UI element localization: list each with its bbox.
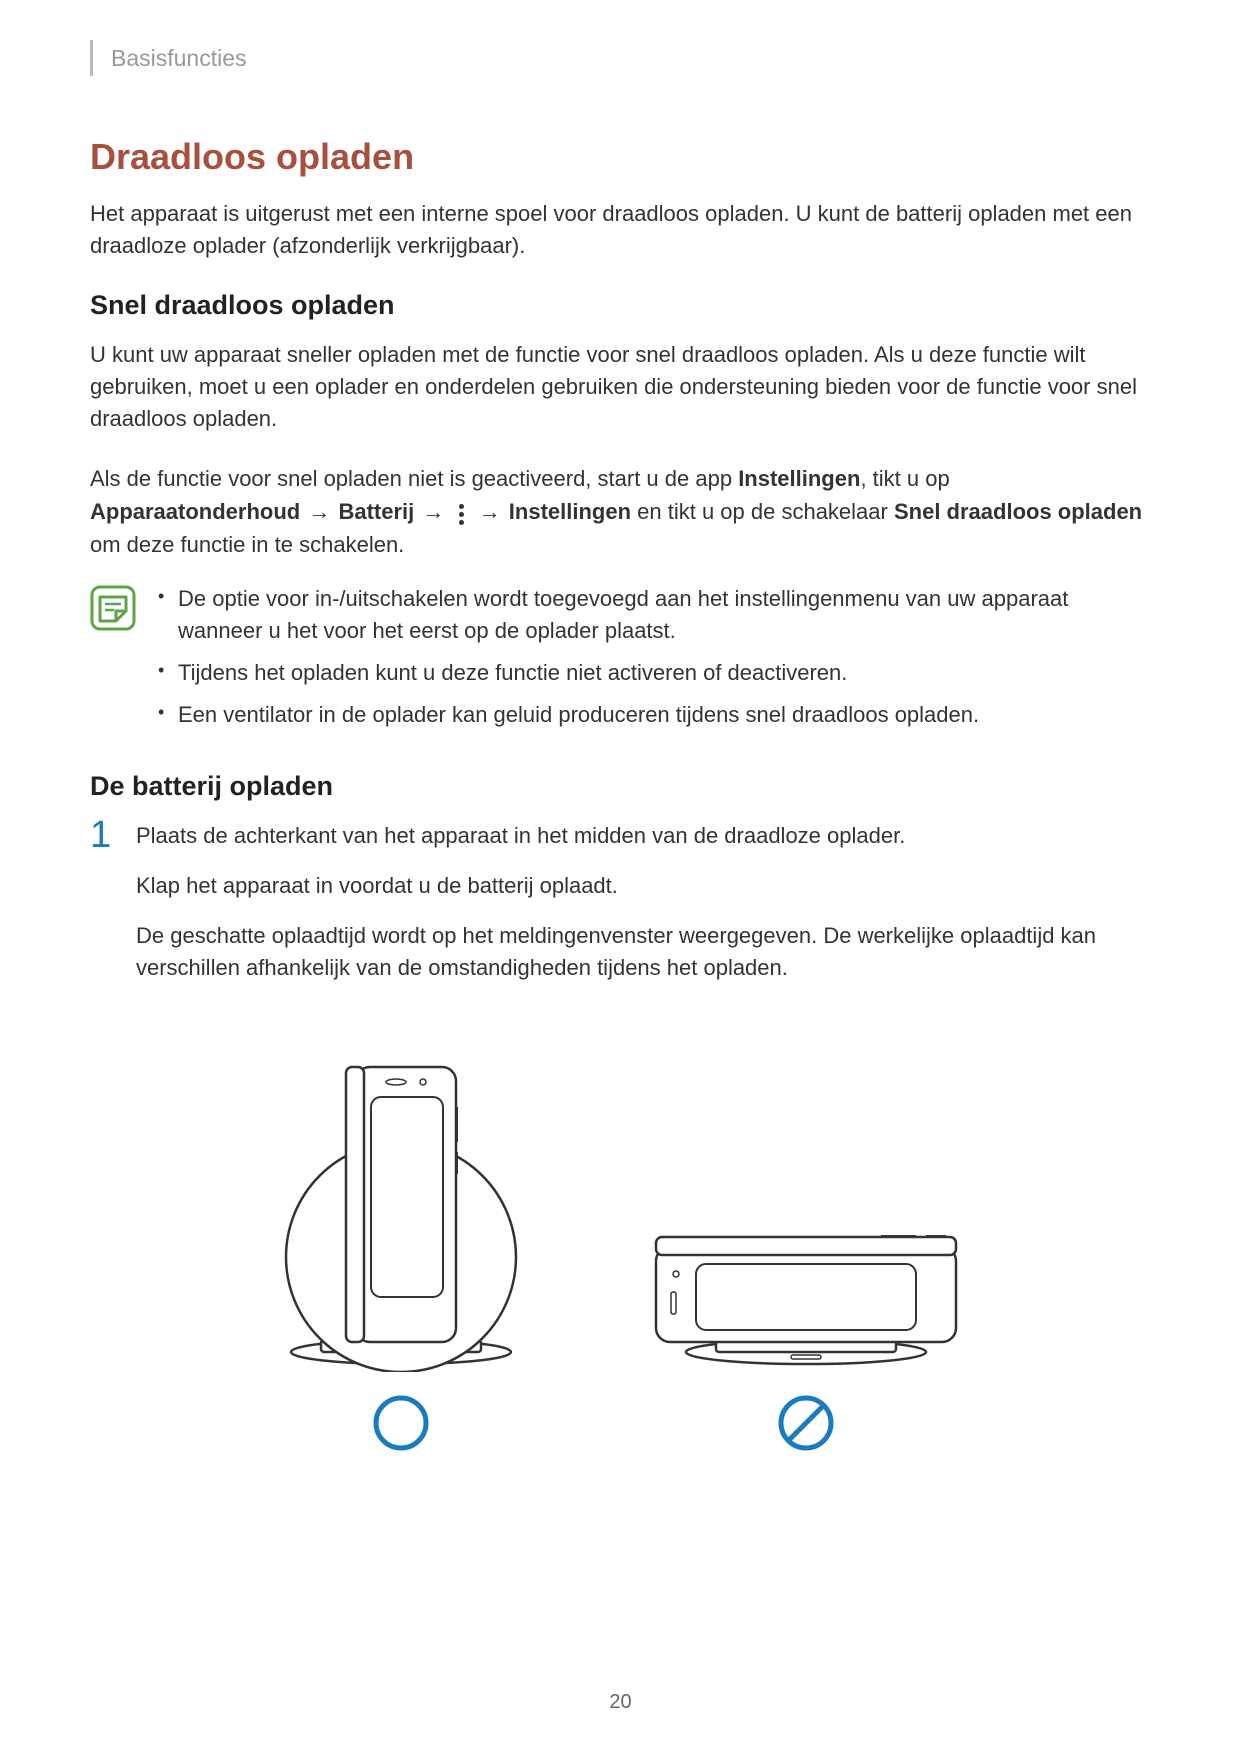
allowed-icon <box>372 1394 430 1452</box>
path-mid1: , tikt u op <box>860 466 949 491</box>
step1-p1: Plaats de achterkant van het apparaat in… <box>136 820 1151 852</box>
note-item: Tijdens het opladen kunt u deze functie … <box>154 657 1151 689</box>
section-label: Basisfuncties <box>111 45 247 72</box>
note-block: De optie voor in-/uitschakelen wordt toe… <box>90 583 1151 741</box>
snel-paragraph-1: U kunt uw apparaat sneller opladen met d… <box>90 339 1151 435</box>
path-crumb3: Instellingen <box>509 499 631 524</box>
step1-p2: Klap het apparaat in voordat u de batter… <box>136 870 1151 902</box>
note-item: Een ventilator in de oplader kan geluid … <box>154 699 1151 731</box>
charger-upright-illustration <box>251 1052 551 1372</box>
illustration-correct <box>251 1052 551 1452</box>
illustration-row <box>90 1052 1151 1452</box>
page-number: 20 <box>0 1691 1241 1714</box>
prohibited-icon <box>777 1394 835 1452</box>
page-header: Basisfuncties <box>90 40 1151 76</box>
settings-path: Als de functie voor snel opladen niet is… <box>90 462 1151 561</box>
note-icon <box>90 585 136 631</box>
arrow-icon: → <box>422 499 444 524</box>
path-suffix: om deze functie in te schakelen. <box>90 532 404 557</box>
step-1: 1 Plaats de achterkant van het apparaat … <box>90 820 1151 1002</box>
main-heading: Draadloos opladen <box>90 136 1151 178</box>
path-prefix: Als de functie voor snel opladen niet is… <box>90 466 738 491</box>
path-crumb2: Batterij <box>338 499 414 524</box>
step1-p3: De geschatte oplaadtijd wordt op het mel… <box>136 920 1151 984</box>
more-options-icon <box>455 503 469 525</box>
charger-sideways-illustration <box>621 1052 991 1372</box>
note-list: De optie voor in-/uitschakelen wordt toe… <box>154 583 1151 741</box>
subheading-snel: Snel draadloos opladen <box>90 290 1151 321</box>
illustration-incorrect <box>621 1052 991 1452</box>
path-app: Instellingen <box>738 466 860 491</box>
path-crumb1: Apparaatonderhoud <box>90 499 300 524</box>
subheading-batterij: De batterij opladen <box>90 771 1151 802</box>
path-mid2: en tikt u op de schakelaar <box>631 499 894 524</box>
intro-paragraph: Het apparaat is uitgerust met een intern… <box>90 198 1151 262</box>
step-number: 1 <box>90 816 118 854</box>
note-item: De optie voor in-/uitschakelen wordt toe… <box>154 583 1151 647</box>
arrow-icon: → <box>479 499 501 524</box>
arrow-icon: → <box>308 499 330 524</box>
page: Basisfuncties Draadloos opladen Het appa… <box>0 0 1241 1532</box>
step-content: Plaats de achterkant van het apparaat in… <box>136 820 1151 1002</box>
path-switch: Snel draadloos opladen <box>894 499 1142 524</box>
